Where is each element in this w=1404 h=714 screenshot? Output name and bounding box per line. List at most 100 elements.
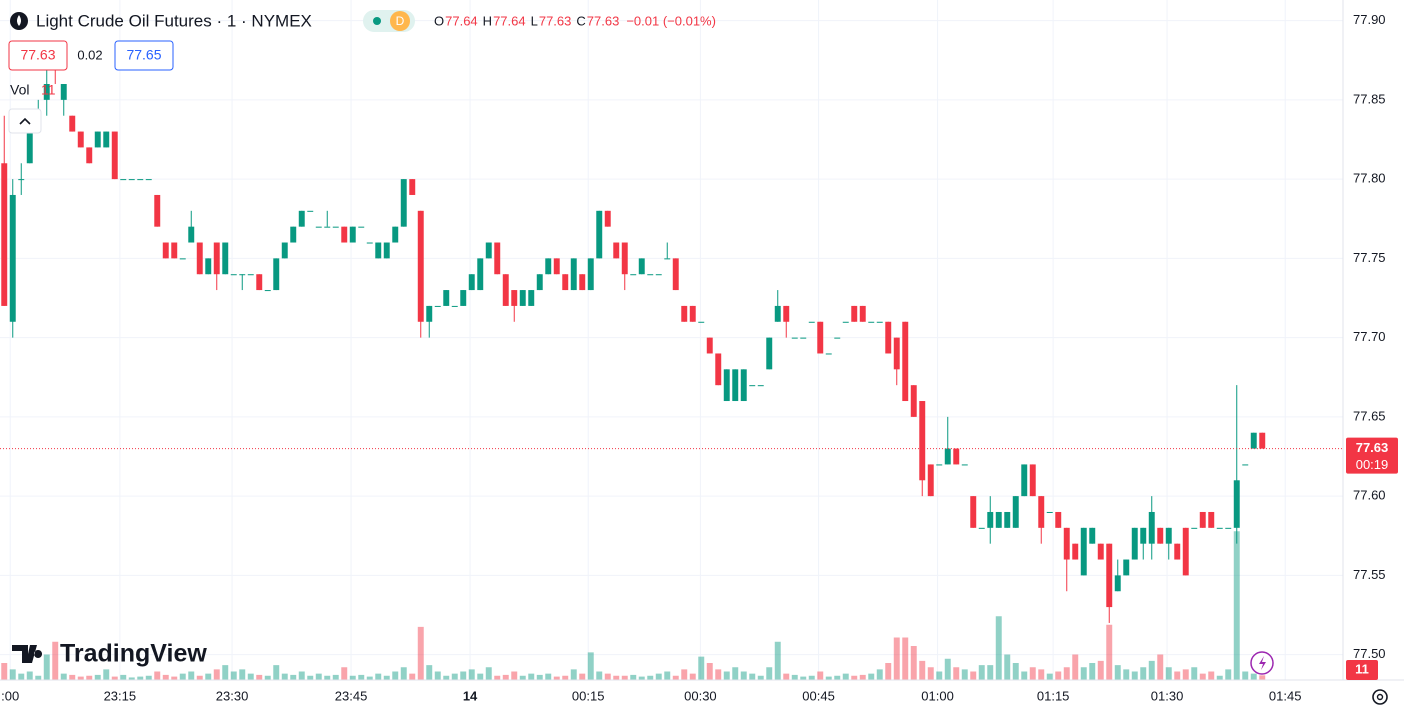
volume-bar xyxy=(766,667,773,680)
candle-body xyxy=(349,226,356,243)
volume-bar xyxy=(672,675,679,680)
volume-bar xyxy=(613,675,620,680)
candle-body xyxy=(1114,575,1121,592)
volume-bar xyxy=(349,675,356,680)
candle-body xyxy=(239,274,246,276)
settings-icon[interactable] xyxy=(1372,689,1388,705)
volume-bar xyxy=(842,673,849,680)
volume-bar xyxy=(876,669,883,680)
volume-bar xyxy=(1089,663,1096,680)
candle-body xyxy=(409,179,416,195)
badge-circle xyxy=(390,11,410,31)
collapse-button[interactable] xyxy=(8,108,42,134)
volume-bar xyxy=(60,673,67,680)
candle-body xyxy=(307,210,314,212)
volume-bar xyxy=(919,660,926,680)
volume-bar xyxy=(137,676,144,680)
volume-bar xyxy=(800,676,807,680)
candle-body xyxy=(723,369,730,402)
volume-bar xyxy=(443,675,450,680)
volume-bar xyxy=(1063,667,1070,680)
volume-bar xyxy=(655,673,662,680)
volume-bar xyxy=(1072,654,1079,680)
candle-body xyxy=(443,290,450,306)
candle-body xyxy=(1029,464,1036,497)
candle-body xyxy=(970,496,977,528)
volume-bar xyxy=(239,669,246,680)
ohlc-value: 77.64 xyxy=(493,13,526,28)
candle-body xyxy=(604,210,611,227)
volume-bar xyxy=(1208,671,1215,680)
volume-bar xyxy=(1021,671,1028,680)
x-tick-label: 00:45 xyxy=(802,688,835,703)
candle-body xyxy=(1038,496,1045,528)
x-tick-label: 23:30 xyxy=(216,688,249,703)
volume-bar xyxy=(579,673,586,680)
x-tick-label: 00:30 xyxy=(684,688,717,703)
last-price-tag xyxy=(1346,437,1398,474)
volume-bar xyxy=(621,675,628,680)
candle-body xyxy=(460,290,467,306)
candle-body xyxy=(188,226,195,243)
candle-body xyxy=(936,464,943,466)
volume-bar xyxy=(681,669,688,680)
ask-box[interactable] xyxy=(114,40,174,71)
volume-bar xyxy=(519,675,526,680)
volume-bar xyxy=(664,671,671,680)
candle-body xyxy=(842,321,849,323)
x-tick-label: :00 xyxy=(1,688,19,703)
volume-bar xyxy=(1174,671,1181,680)
plot-area xyxy=(0,0,1343,680)
candle-body xyxy=(519,290,526,306)
candle-body xyxy=(868,321,875,323)
candle-body xyxy=(1182,527,1189,576)
candle-body xyxy=(706,337,713,354)
volume-bar xyxy=(1148,660,1155,680)
y-tick-label: 77.90 xyxy=(1353,12,1386,27)
ohlc-letter: C xyxy=(576,13,585,28)
volume-title: Vol xyxy=(10,82,29,98)
candle-body xyxy=(749,385,756,387)
candle-body xyxy=(528,290,535,306)
candle-body xyxy=(961,464,968,466)
candle-body xyxy=(800,337,807,339)
candle-body xyxy=(332,226,339,228)
candle-body xyxy=(740,369,747,402)
candle-body xyxy=(298,210,305,227)
x-tick-label: 23:15 xyxy=(104,688,137,703)
bid-box[interactable] xyxy=(8,40,68,71)
volume-bar xyxy=(451,673,458,680)
candle-body xyxy=(162,242,169,259)
volume-bar xyxy=(1080,667,1087,680)
logo-mark xyxy=(12,645,43,663)
candle-body xyxy=(1089,527,1096,544)
volume-bar xyxy=(1106,624,1113,680)
ohlc-letter: H xyxy=(483,13,492,28)
volume-bar xyxy=(528,673,535,680)
volume-bar xyxy=(205,673,212,680)
x-tick-label: 01:45 xyxy=(1269,688,1302,703)
volume-bar xyxy=(375,673,382,680)
candle-body xyxy=(1191,527,1198,529)
candle-body xyxy=(1233,480,1240,528)
candle-body xyxy=(851,305,858,322)
candle-body xyxy=(1055,511,1062,528)
volume-bar xyxy=(162,674,169,680)
volume-bar xyxy=(817,671,824,680)
candle-body xyxy=(145,179,152,181)
volume-bar xyxy=(1029,667,1036,680)
volume-bar xyxy=(995,616,1002,680)
candle-body xyxy=(536,274,543,291)
volume-bar xyxy=(1038,669,1045,680)
candle-body xyxy=(562,274,569,291)
volume-bar xyxy=(196,675,203,680)
volume-bar xyxy=(26,671,33,680)
settings-core xyxy=(1376,693,1384,701)
spread: 0.02 xyxy=(77,47,102,62)
candle-body xyxy=(783,305,790,322)
logo: TradingView xyxy=(60,640,207,668)
volume-bar xyxy=(902,637,909,680)
volume-bar xyxy=(987,665,994,680)
candle-body xyxy=(638,258,645,275)
